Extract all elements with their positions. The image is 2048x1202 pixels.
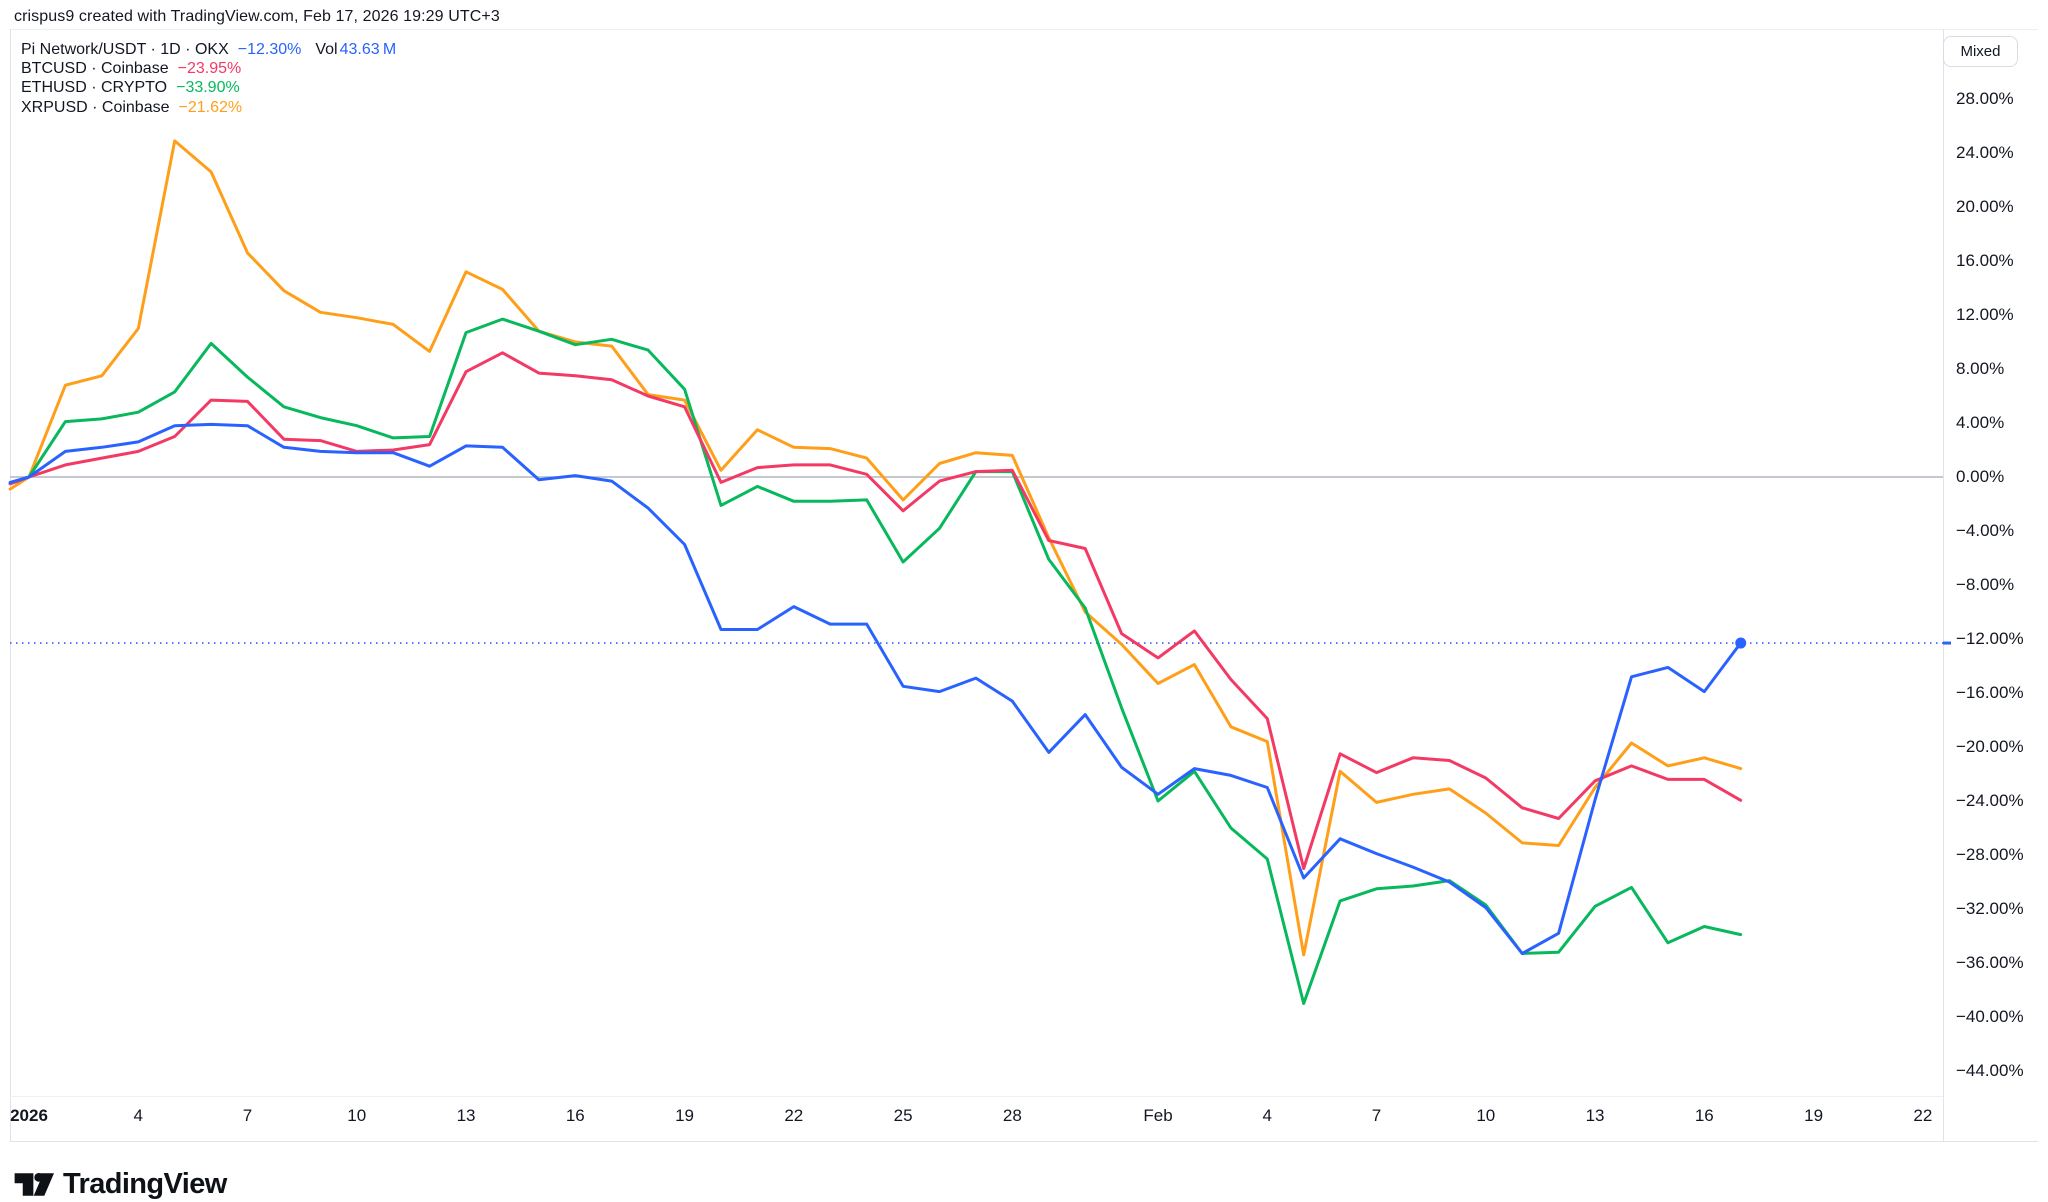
price-axis-label[interactable]: −20.00%: [1956, 737, 2024, 756]
current-price-axis-tick: [1943, 641, 1951, 645]
legend-change-eth: −33.90%: [176, 79, 240, 97]
price-scale-separator: [1943, 29, 1944, 1142]
series-line-ethusd[interactable]: [8, 317, 1743, 1005]
price-axis-label[interactable]: −12.00%: [1956, 629, 2024, 648]
tradingview-logo: TradingView: [14, 1168, 227, 1201]
price-axis-label[interactable]: −44.00%: [1956, 1061, 2024, 1080]
price-axis-label[interactable]: 28.00%: [1956, 89, 2014, 108]
legend-change-xrp: −21.62%: [178, 98, 243, 116]
price-axis-label[interactable]: 24.00%: [1956, 143, 2014, 162]
time-axis-label[interactable]: 16: [1694, 1106, 1714, 1125]
time-axis-label[interactable]: 2026: [10, 1106, 48, 1125]
time-axis-label[interactable]: 19: [675, 1106, 695, 1125]
time-axis-label[interactable]: 10: [347, 1106, 367, 1125]
price-axis-label[interactable]: −32.00%: [1956, 899, 2024, 918]
price-axis-label[interactable]: −36.00%: [1956, 953, 2024, 972]
time-axis-label[interactable]: 16: [565, 1106, 585, 1125]
time-axis-label[interactable]: 22: [1913, 1106, 1933, 1125]
time-axis-label[interactable]: 7: [242, 1106, 253, 1125]
time-axis-label[interactable]: 4: [133, 1106, 143, 1125]
legend-symbol-pi: Pi Network/USDT · 1D · OKX: [21, 40, 229, 58]
legend-change-pi: −12.30%: [237, 40, 302, 58]
legend-symbol-xrp: XRPUSD · Coinbase: [21, 98, 170, 116]
time-axis-label[interactable]: 28: [1002, 1106, 1022, 1125]
price-axis-label[interactable]: −40.00%: [1956, 1007, 2024, 1026]
price-axis-label[interactable]: −8.00%: [1956, 575, 2015, 594]
time-scale-separator: [10, 1096, 1943, 1097]
legend-vol-value: 43.63 M: [339, 40, 397, 58]
time-axis-label[interactable]: Feb: [1143, 1106, 1173, 1125]
time-axis-label[interactable]: 22: [784, 1106, 804, 1125]
tradingview-logo-icon: [14, 1172, 54, 1197]
time-axis-label[interactable]: 25: [893, 1106, 913, 1125]
legend-vol-label: Vol: [315, 40, 338, 58]
legend-row-xrp[interactable]: XRPUSD · Coinbase −21.62%: [21, 98, 396, 117]
price-axis-label[interactable]: 12.00%: [1956, 305, 2014, 324]
time-axis-label[interactable]: 13: [1585, 1106, 1605, 1125]
legend-row-eth[interactable]: ETHUSD · CRYPTO −33.90%: [21, 79, 396, 98]
panel-bottom-border: [10, 1141, 2038, 1142]
price-axis-label[interactable]: 4.00%: [1956, 413, 2005, 432]
price-axis-label[interactable]: −24.00%: [1956, 791, 2024, 810]
legend-symbol-btc: BTCUSD · Coinbase: [21, 60, 169, 78]
series-line-pi-network-usdt[interactable]: [8, 422, 1743, 955]
time-axis-label[interactable]: 13: [456, 1106, 476, 1125]
chart-legend: Pi Network/USDT · 1D · OKX −12.30% Vol 4…: [21, 40, 396, 118]
legend-change-btc: −23.95%: [177, 60, 242, 78]
legend-row-btc[interactable]: BTCUSD · Coinbase −23.95%: [21, 59, 396, 78]
tradingview-logo-text: TradingView: [63, 1168, 227, 1200]
last-price-marker: [1735, 637, 1747, 649]
price-axis-label[interactable]: 16.00%: [1956, 251, 2014, 270]
legend-symbol-eth: ETHUSD · CRYPTO: [21, 79, 168, 97]
panel-top-border: [10, 29, 2038, 30]
scale-mode-button[interactable]: Mixed: [1943, 36, 2018, 67]
price-axis-label[interactable]: 8.00%: [1956, 359, 2005, 378]
time-axis-label[interactable]: 7: [1371, 1106, 1382, 1125]
legend-row-pi[interactable]: Pi Network/USDT · 1D · OKX −12.30% Vol 4…: [21, 40, 396, 59]
time-axis-label[interactable]: 19: [1804, 1106, 1824, 1125]
series-line-btcusd[interactable]: [8, 351, 1743, 870]
price-axis-label[interactable]: −16.00%: [1956, 683, 2024, 702]
series-line-xrpusd[interactable]: [8, 139, 1743, 957]
price-axis-label[interactable]: 0.00%: [1956, 467, 2005, 486]
panel-left-border: [10, 29, 11, 1142]
price-axis-label[interactable]: 20.00%: [1956, 197, 2014, 216]
price-axis-label[interactable]: −28.00%: [1956, 845, 2024, 864]
time-axis-label[interactable]: 4: [1262, 1106, 1272, 1125]
attribution-text: crispus9 created with TradingView.com, F…: [14, 8, 500, 25]
price-axis-label[interactable]: −4.00%: [1956, 521, 2015, 540]
time-axis-label[interactable]: 10: [1476, 1106, 1496, 1125]
